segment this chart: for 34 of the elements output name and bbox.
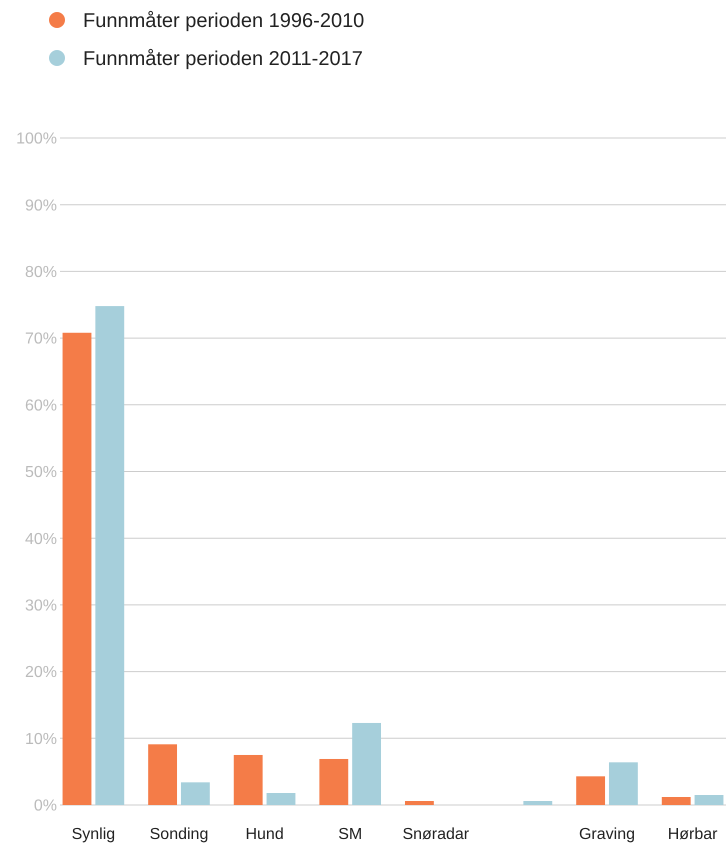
y-tick-label: 0% — [34, 798, 57, 815]
bar — [694, 794, 724, 805]
bar — [319, 758, 348, 805]
bar — [180, 782, 210, 805]
x-tick-label: Hørbar — [668, 826, 718, 843]
bar — [608, 762, 638, 805]
y-tick-label: 100% — [16, 130, 57, 148]
x-tick-label: Hund — [245, 826, 284, 843]
bar — [148, 744, 178, 805]
y-tick-label: 60% — [24, 397, 57, 414]
bar — [576, 776, 606, 805]
x-tick-label: Graving — [578, 826, 636, 843]
bar — [95, 306, 124, 805]
bar — [404, 801, 434, 805]
y-tick-label: 40% — [24, 530, 57, 548]
bar — [62, 332, 92, 805]
bar — [662, 796, 691, 805]
bar — [352, 722, 382, 805]
y-tick-label: 50% — [24, 464, 57, 482]
y-tick-label: 80% — [24, 264, 57, 281]
x-tick-label: Sonding — [150, 826, 208, 843]
x-tick-label: SM — [338, 826, 362, 843]
legend-label: Funnmåter perioden 2011-2017 — [83, 48, 363, 70]
y-tick-label: 20% — [24, 664, 57, 682]
y-tick-label: 10% — [24, 730, 57, 748]
bar — [523, 801, 552, 805]
x-tick-label: Snøradar — [402, 826, 470, 843]
bar — [266, 792, 296, 805]
bar — [234, 754, 263, 805]
y-tick-label: 70% — [24, 330, 57, 348]
y-tick-label: 30% — [24, 598, 57, 614]
y-tick-label: 90% — [24, 197, 57, 214]
x-tick-label: Synlig — [72, 826, 116, 843]
legend-label: Funnmåter perioden 1996-2010 — [83, 10, 364, 32]
